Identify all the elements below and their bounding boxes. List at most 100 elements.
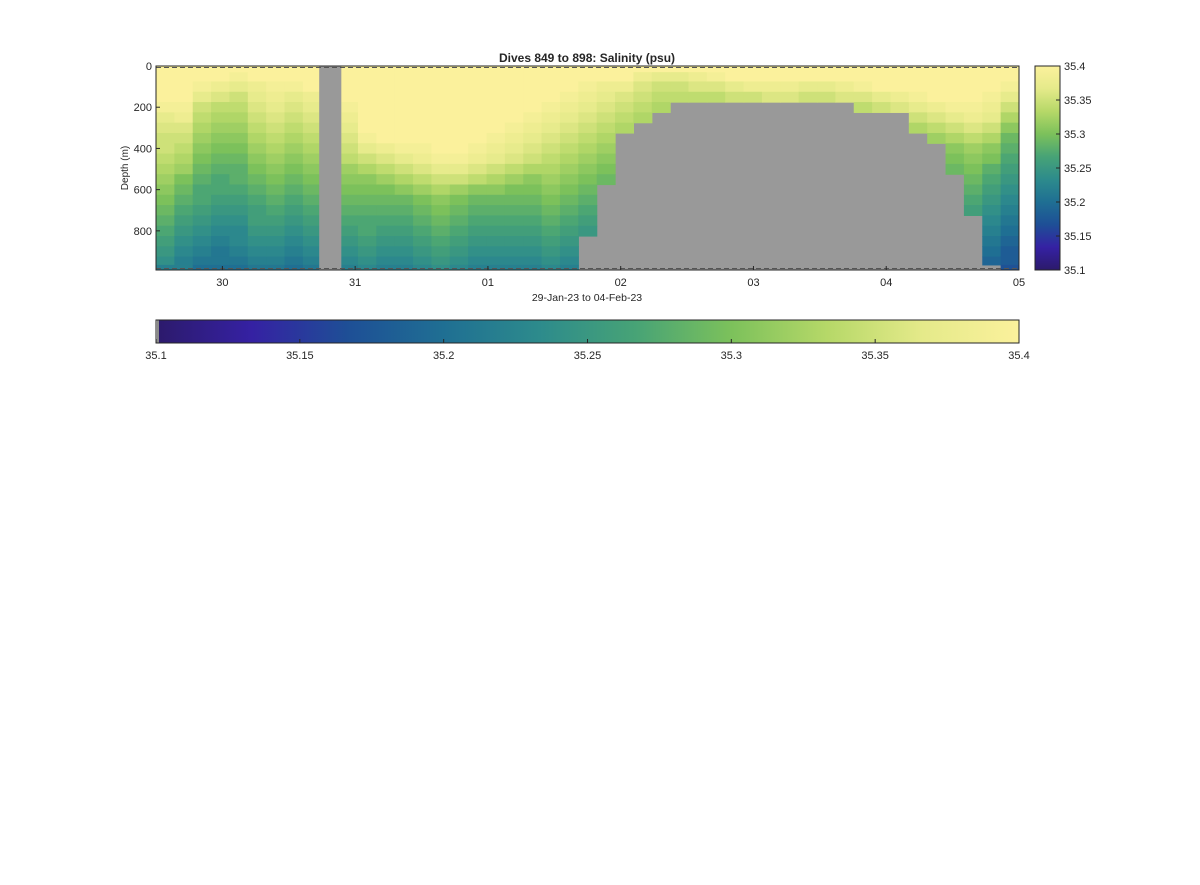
heatmap-cell [266,66,286,73]
heatmap-cell [1000,236,1019,247]
heatmap-cell [504,264,524,270]
heatmap-cell [156,225,175,237]
heatmap-cell [192,194,212,206]
heatmap-cell [504,236,524,247]
heatmap-cell [817,81,836,93]
heatmap-cell [284,205,304,216]
heatmap-cell [394,66,414,73]
heatmap-cell [211,225,231,237]
heatmap-cell [468,81,488,93]
heatmap-cell [945,153,965,165]
heatmap-cell [578,205,598,216]
heatmap-cell [156,112,175,124]
heatmap-cell [541,72,561,83]
heatmap-cell [376,194,396,206]
heatmap-cell [559,81,579,93]
heatmap-cell [633,102,653,113]
heatmap-cell [817,91,836,103]
heatmap-cell [211,163,231,175]
heatmap-cell [376,174,396,186]
heatmap-cell [192,256,212,266]
heatmap-cell [486,163,506,175]
heatmap-cell [339,143,359,155]
heatmap-cell [835,91,855,103]
heatmap-cell [982,205,1002,216]
heatmap-cell [559,205,579,216]
heatmap-cell [211,264,231,270]
heatmap-cell [339,184,359,196]
colorbar-horizontal-tick-label: 35.4 [1008,350,1029,362]
heatmap-cell [266,236,286,247]
heatmap-cell [247,143,267,155]
heatmap-cell [192,246,212,258]
heatmap-cell [578,112,598,124]
heatmap-cell [596,112,616,124]
heatmap-cell [559,264,579,270]
heatmap-cell [174,81,194,93]
colorbar-horizontal-tick-label: 35.25 [574,350,602,362]
y-tick-label: 400 [134,143,152,155]
heatmap-cell [357,66,377,73]
heatmap-cell [963,102,983,113]
heatmap-cell [872,91,892,103]
heatmap-cell [211,102,231,113]
heatmap-cell [229,174,249,186]
heatmap-cell [908,102,928,113]
heatmap-cell [357,112,377,124]
heatmap-cell [247,132,267,144]
heatmap-cell [266,112,286,124]
heatmap-cell [523,194,543,206]
heatmap-cell [413,174,433,186]
heatmap-cell [1000,102,1019,113]
heatmap-cell [431,225,451,237]
heatmap-cell [615,112,635,124]
heatmap-cell [284,194,304,206]
heatmap-cell [449,122,469,134]
heatmap-cell [963,153,983,165]
heatmap-cell [413,132,433,144]
heatmap-cell [431,91,451,103]
heatmap-cell [211,194,231,206]
heatmap-cell [835,81,855,93]
heatmap-cell [431,112,451,124]
heatmap-cell [376,256,396,266]
heatmap-cell [615,91,635,103]
heatmap-cell [853,66,873,73]
heatmap-cell [578,132,598,144]
heatmap-cell [468,91,488,103]
heatmap-cell [725,91,745,103]
heatmap-cell [284,184,304,196]
heatmap-cell [156,264,175,270]
heatmap-cell [413,184,433,196]
heatmap-cell [431,132,451,144]
x-tick-label: 30 [216,277,228,289]
heatmap-cell [504,205,524,216]
heatmap-cell [541,143,561,155]
heatmap-cell [284,72,304,83]
heatmap-cell [394,132,414,144]
heatmap-cell [761,66,781,73]
heatmap-cell [449,215,469,227]
x-tick-label: 31 [349,277,361,289]
heatmap-cell [357,225,377,237]
heatmap-cell [211,132,231,144]
heatmap-cell [156,205,175,216]
heatmap-cell [229,225,249,237]
heatmap-cell [1000,264,1019,270]
heatmap-cell [982,132,1002,144]
heatmap-cell [284,143,304,155]
heatmap-cell [192,174,212,186]
chart-title: Dives 849 to 898: Salinity (psu) [499,51,675,65]
heatmap-cell [486,81,506,93]
heatmap-cell [1000,143,1019,155]
heatmap-cell [229,163,249,175]
heatmap-cell [1000,184,1019,196]
heatmap-cell [541,122,561,134]
heatmap-cell [798,81,818,93]
heatmap-cell [890,66,910,73]
heatmap-cell [376,91,396,103]
heatmap-cell [559,215,579,227]
heatmap-cell [339,194,359,206]
heatmap-cell [945,122,965,134]
heatmap-cell [394,264,414,270]
